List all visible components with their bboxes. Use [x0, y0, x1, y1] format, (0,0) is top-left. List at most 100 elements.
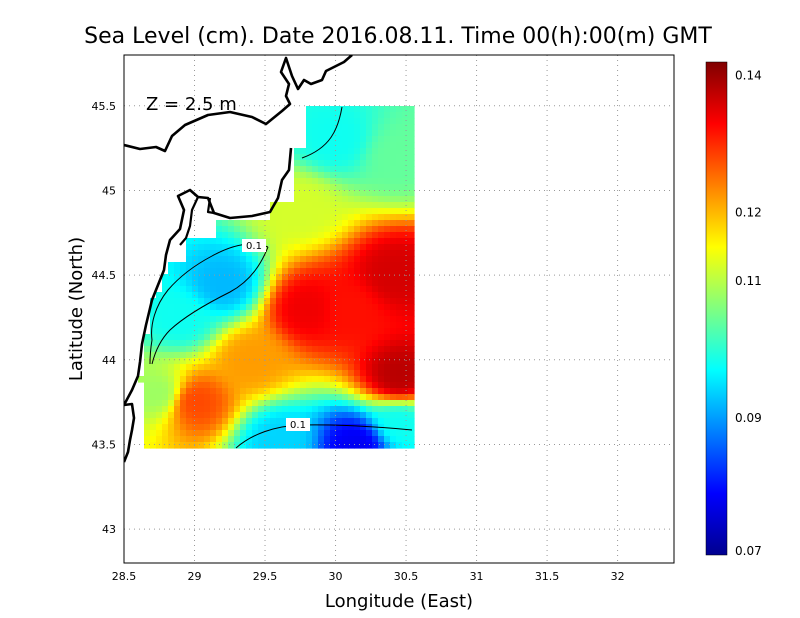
field-cell	[258, 346, 265, 353]
field-cell	[234, 304, 241, 311]
field-cell	[240, 406, 247, 413]
field-cell	[384, 166, 391, 173]
field-cell	[240, 376, 247, 383]
field-cell	[384, 364, 391, 371]
field-cell	[396, 178, 403, 185]
field-cell	[252, 262, 259, 269]
field-cell	[366, 370, 373, 377]
field-cell	[270, 382, 277, 389]
field-cell	[330, 214, 337, 221]
field-cell	[300, 346, 307, 353]
field-cell	[366, 196, 373, 203]
field-cell	[150, 376, 157, 383]
field-cell	[306, 412, 313, 419]
field-cell	[354, 328, 361, 335]
field-cell	[402, 256, 409, 263]
field-cell	[276, 238, 283, 245]
field-cell	[288, 298, 295, 305]
field-cell	[360, 238, 367, 245]
field-cell	[282, 376, 289, 383]
field-cell	[174, 430, 181, 437]
field-cell	[216, 232, 223, 239]
coastline	[124, 55, 353, 153]
field-cell	[336, 424, 343, 431]
field-cell	[228, 412, 235, 419]
field-cell	[300, 160, 307, 167]
field-cell	[300, 178, 307, 185]
field-cell	[252, 370, 259, 377]
field-cell	[228, 358, 235, 365]
field-cell	[354, 190, 361, 197]
field-cell	[402, 430, 409, 437]
field-cell	[408, 244, 415, 251]
field-cell	[402, 184, 409, 191]
field-cell	[252, 328, 259, 335]
field-cell	[372, 292, 379, 299]
field-cell	[228, 220, 235, 227]
field-cell	[300, 244, 307, 251]
field-cell	[330, 334, 337, 341]
field-cell	[336, 376, 343, 383]
field-cell	[306, 316, 313, 323]
field-cell	[228, 364, 235, 371]
field-cell	[216, 358, 223, 365]
field-cell	[168, 286, 175, 293]
field-cell	[282, 220, 289, 227]
field-cell	[366, 256, 373, 263]
field-cell	[390, 274, 397, 281]
field-cell	[240, 304, 247, 311]
field-cell	[318, 334, 325, 341]
field-cell	[378, 328, 385, 335]
field-cell	[174, 328, 181, 335]
field-cell	[312, 214, 319, 221]
field-cell	[222, 382, 229, 389]
field-cell	[210, 346, 217, 353]
field-cell	[216, 310, 223, 317]
field-cell	[396, 154, 403, 161]
field-cell	[324, 352, 331, 359]
field-cell	[288, 412, 295, 419]
field-cell	[246, 268, 253, 275]
field-cell	[354, 166, 361, 173]
field-cell	[330, 298, 337, 305]
field-cell	[282, 352, 289, 359]
field-cell	[312, 244, 319, 251]
field-cell	[222, 304, 229, 311]
field-cell	[210, 334, 217, 341]
field-cell	[390, 424, 397, 431]
field-cell	[294, 376, 301, 383]
field-cell	[228, 442, 235, 449]
field-cell	[330, 196, 337, 203]
field-cell	[336, 346, 343, 353]
field-cell	[360, 358, 367, 365]
field-cell	[258, 250, 265, 257]
field-cell	[378, 382, 385, 389]
field-cell	[312, 220, 319, 227]
field-cell	[180, 286, 187, 293]
field-cell	[306, 388, 313, 395]
field-cell	[336, 190, 343, 197]
field-cell	[234, 262, 241, 269]
field-cell	[312, 286, 319, 293]
field-cell	[378, 370, 385, 377]
field-cell	[252, 358, 259, 365]
field-cell	[408, 196, 415, 203]
field-cell	[390, 154, 397, 161]
field-cell	[336, 112, 343, 119]
field-cell	[270, 304, 277, 311]
field-cell	[252, 286, 259, 293]
field-cell	[282, 244, 289, 251]
field-cell	[378, 394, 385, 401]
field-cell	[252, 418, 259, 425]
field-cell	[252, 304, 259, 311]
field-cell	[312, 208, 319, 215]
field-cell	[150, 352, 157, 359]
field-cell	[234, 364, 241, 371]
field-cell	[384, 442, 391, 449]
field-cell	[348, 202, 355, 209]
field-cell	[228, 376, 235, 383]
field-cell	[264, 346, 271, 353]
field-cell	[330, 304, 337, 311]
field-cell	[270, 280, 277, 287]
field-cell	[282, 250, 289, 257]
